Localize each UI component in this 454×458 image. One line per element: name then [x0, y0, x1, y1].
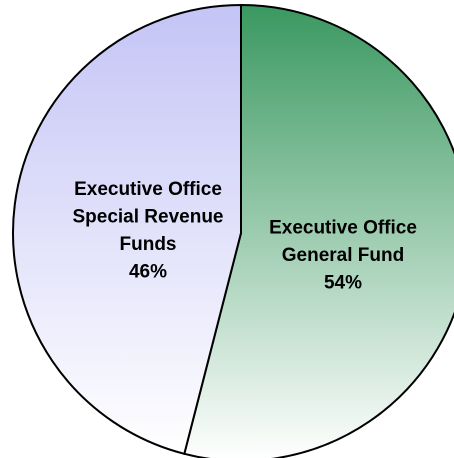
- slice-label: Executive Office: [74, 179, 222, 200]
- value-label: 46%: [129, 261, 167, 282]
- slice-label: Funds: [120, 234, 177, 255]
- slice-label: Executive Office: [269, 218, 417, 239]
- slice-label: General Fund: [282, 245, 404, 266]
- slice-label: Special Revenue: [72, 206, 223, 227]
- pie-slice: [183, 3, 454, 458]
- pie-slice: [12, 3, 242, 456]
- value-label: 54%: [324, 273, 362, 294]
